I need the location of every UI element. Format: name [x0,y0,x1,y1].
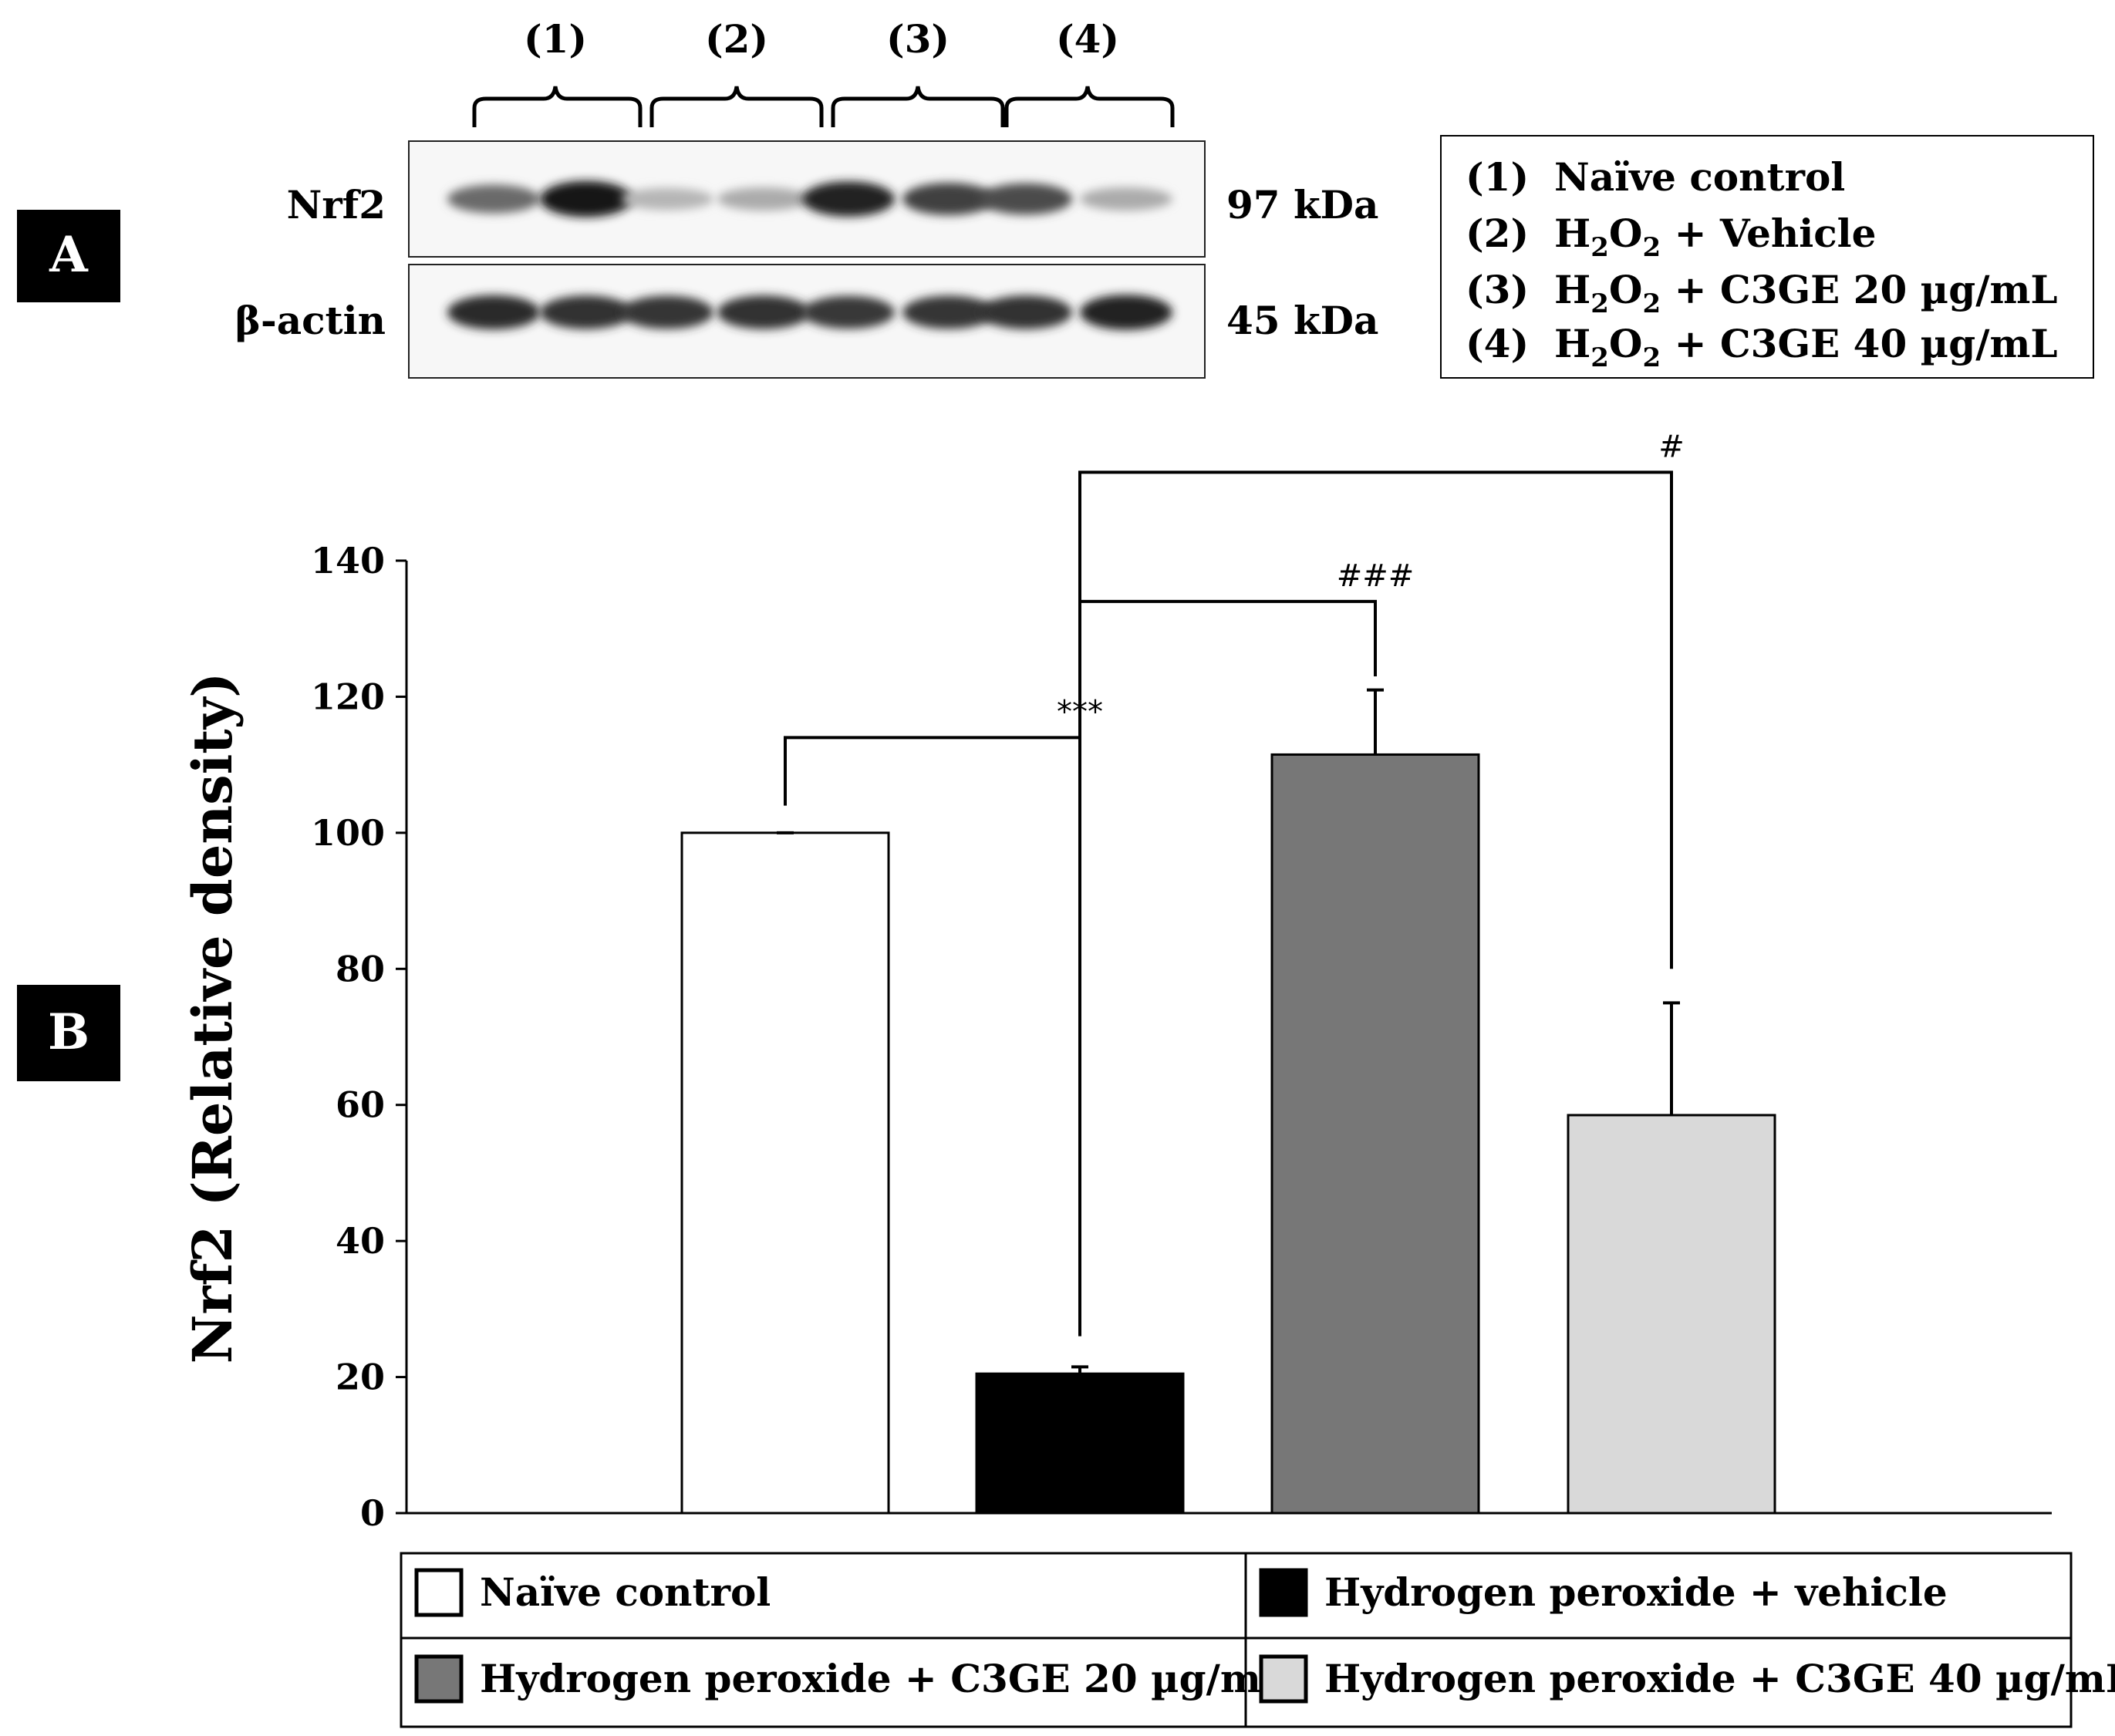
svg-text:(1): (1) [1466,154,1529,200]
blot-band [621,187,713,211]
y-axis-label: Nrf2 (Relative density) [180,672,245,1364]
lane-group-label: (4) [1056,16,1119,62]
legend-label: Naïve control [480,1569,771,1615]
significance-label: ### [1337,558,1415,594]
blot-band [540,180,632,217]
legend-row: (1) Naïve control [1466,154,1845,200]
svg-text:H2O2 + C3GE 40 µg/mL: H2O2 + C3GE 40 µg/mL [1554,321,2058,373]
lane-group-label: (1) [524,16,587,62]
blot-size-label: 45 kDa [1226,298,1378,343]
y-tick-label: 80 [336,948,385,989]
y-tick-label: 140 [311,540,385,581]
legend-row: (2) H2O2 + Vehicle [1466,211,1876,263]
blot-band [902,295,995,329]
nrf2-bands [447,180,1172,217]
panel-a-tag: A [17,210,120,302]
legend-label: Hydrogen peroxide + vehicle [1324,1569,1948,1615]
svg-text:B: B [48,1003,89,1061]
blot-legend: (1) Naïve control (2) H2O2 + Vehicle (3)… [1466,154,2058,373]
blot-legend-box [1440,135,2094,379]
y-tick-label: 60 [336,1084,385,1126]
y-tick-label: 100 [311,812,385,854]
blot-band [802,181,895,217]
lane-group-label: (3) [886,16,950,62]
blot-beta-actin [408,264,1206,379]
blot-row-label: Nrf2 [287,182,386,228]
legend-label: Hydrogen peroxide + C3GE 40 µg/mL [1324,1656,2115,1701]
significance-bracket [1078,470,1673,969]
legend-swatch [1259,1568,1308,1617]
y-tick-label: 0 [360,1492,385,1534]
chart-legend-box [400,1552,2073,1728]
blot-band [902,183,995,215]
blot-band [980,183,1072,215]
bar [1270,753,1480,1515]
svg-text:H2O2 + C3GE 20 µg/mL: H2O2 + C3GE 20 µg/mL [1554,267,2058,319]
svg-text:(2): (2) [1466,211,1529,256]
blot-band [1080,187,1172,211]
legend-swatch [1259,1654,1308,1704]
svg-text:(4): (4) [1466,321,1529,366]
lane-group-label: (2) [705,16,768,62]
y-tick-label: 120 [311,676,385,717]
brace [831,86,1005,127]
lane-group-labels: (1) (2) (3) (4) [524,16,1119,62]
bar [1567,1114,1776,1515]
blot-band [1080,295,1172,330]
blot-band [540,295,632,329]
beta-actin-bands [447,295,1172,330]
significance-bracket [1078,599,1377,738]
brace [1004,86,1175,127]
legend-label: Hydrogen peroxide + C3GE 20 µg/mL [480,1656,1288,1701]
blot-size-label: 97 kDa [1226,182,1378,228]
blot-band [447,295,540,330]
brace [472,86,643,127]
svg-text:Naïve control: Naïve control [1554,154,1845,200]
legend-swatch [414,1654,464,1704]
significance-bracket [784,736,1081,1337]
legend-row: (3) H2O2 + C3GE 20 µg/mL [1466,267,2058,319]
y-tick-label: 20 [336,1357,385,1398]
bar [975,1372,1185,1515]
bar [680,831,890,1515]
blot-band [717,295,810,329]
blot-band [621,295,713,329]
svg-text:(3): (3) [1466,267,1529,312]
significance-label: # [1658,429,1685,464]
svg-text:A: A [49,226,89,284]
svg-text:H2O2 + Vehicle: H2O2 + Vehicle [1554,211,1876,263]
blot-band [717,187,810,211]
blot-row-label: β-actin [235,298,386,343]
blot-band [447,184,540,214]
blot-band [802,295,895,329]
legend-row: (4) H2O2 + C3GE 40 µg/mL [1466,321,2058,373]
lane-group-braces [472,86,1175,127]
brace [649,86,824,127]
blot-band [980,295,1072,329]
y-tick-label: 40 [336,1220,385,1262]
legend-swatch [414,1568,464,1617]
chart-legend: Naïve control Hydrogen peroxide + vehicle… [400,1552,2115,1728]
panel-b-tag: B [17,985,120,1081]
